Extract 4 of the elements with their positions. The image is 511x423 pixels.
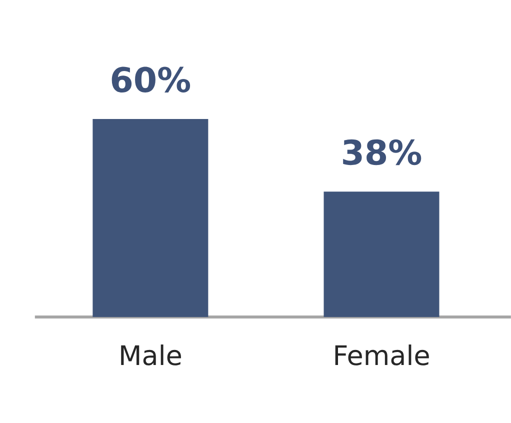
x-tick-label: Female: [335, 344, 429, 366]
data-label: 38%: [343, 139, 422, 166]
x-tick-label: Male: [121, 344, 181, 366]
data-label: 60%: [112, 66, 190, 92]
